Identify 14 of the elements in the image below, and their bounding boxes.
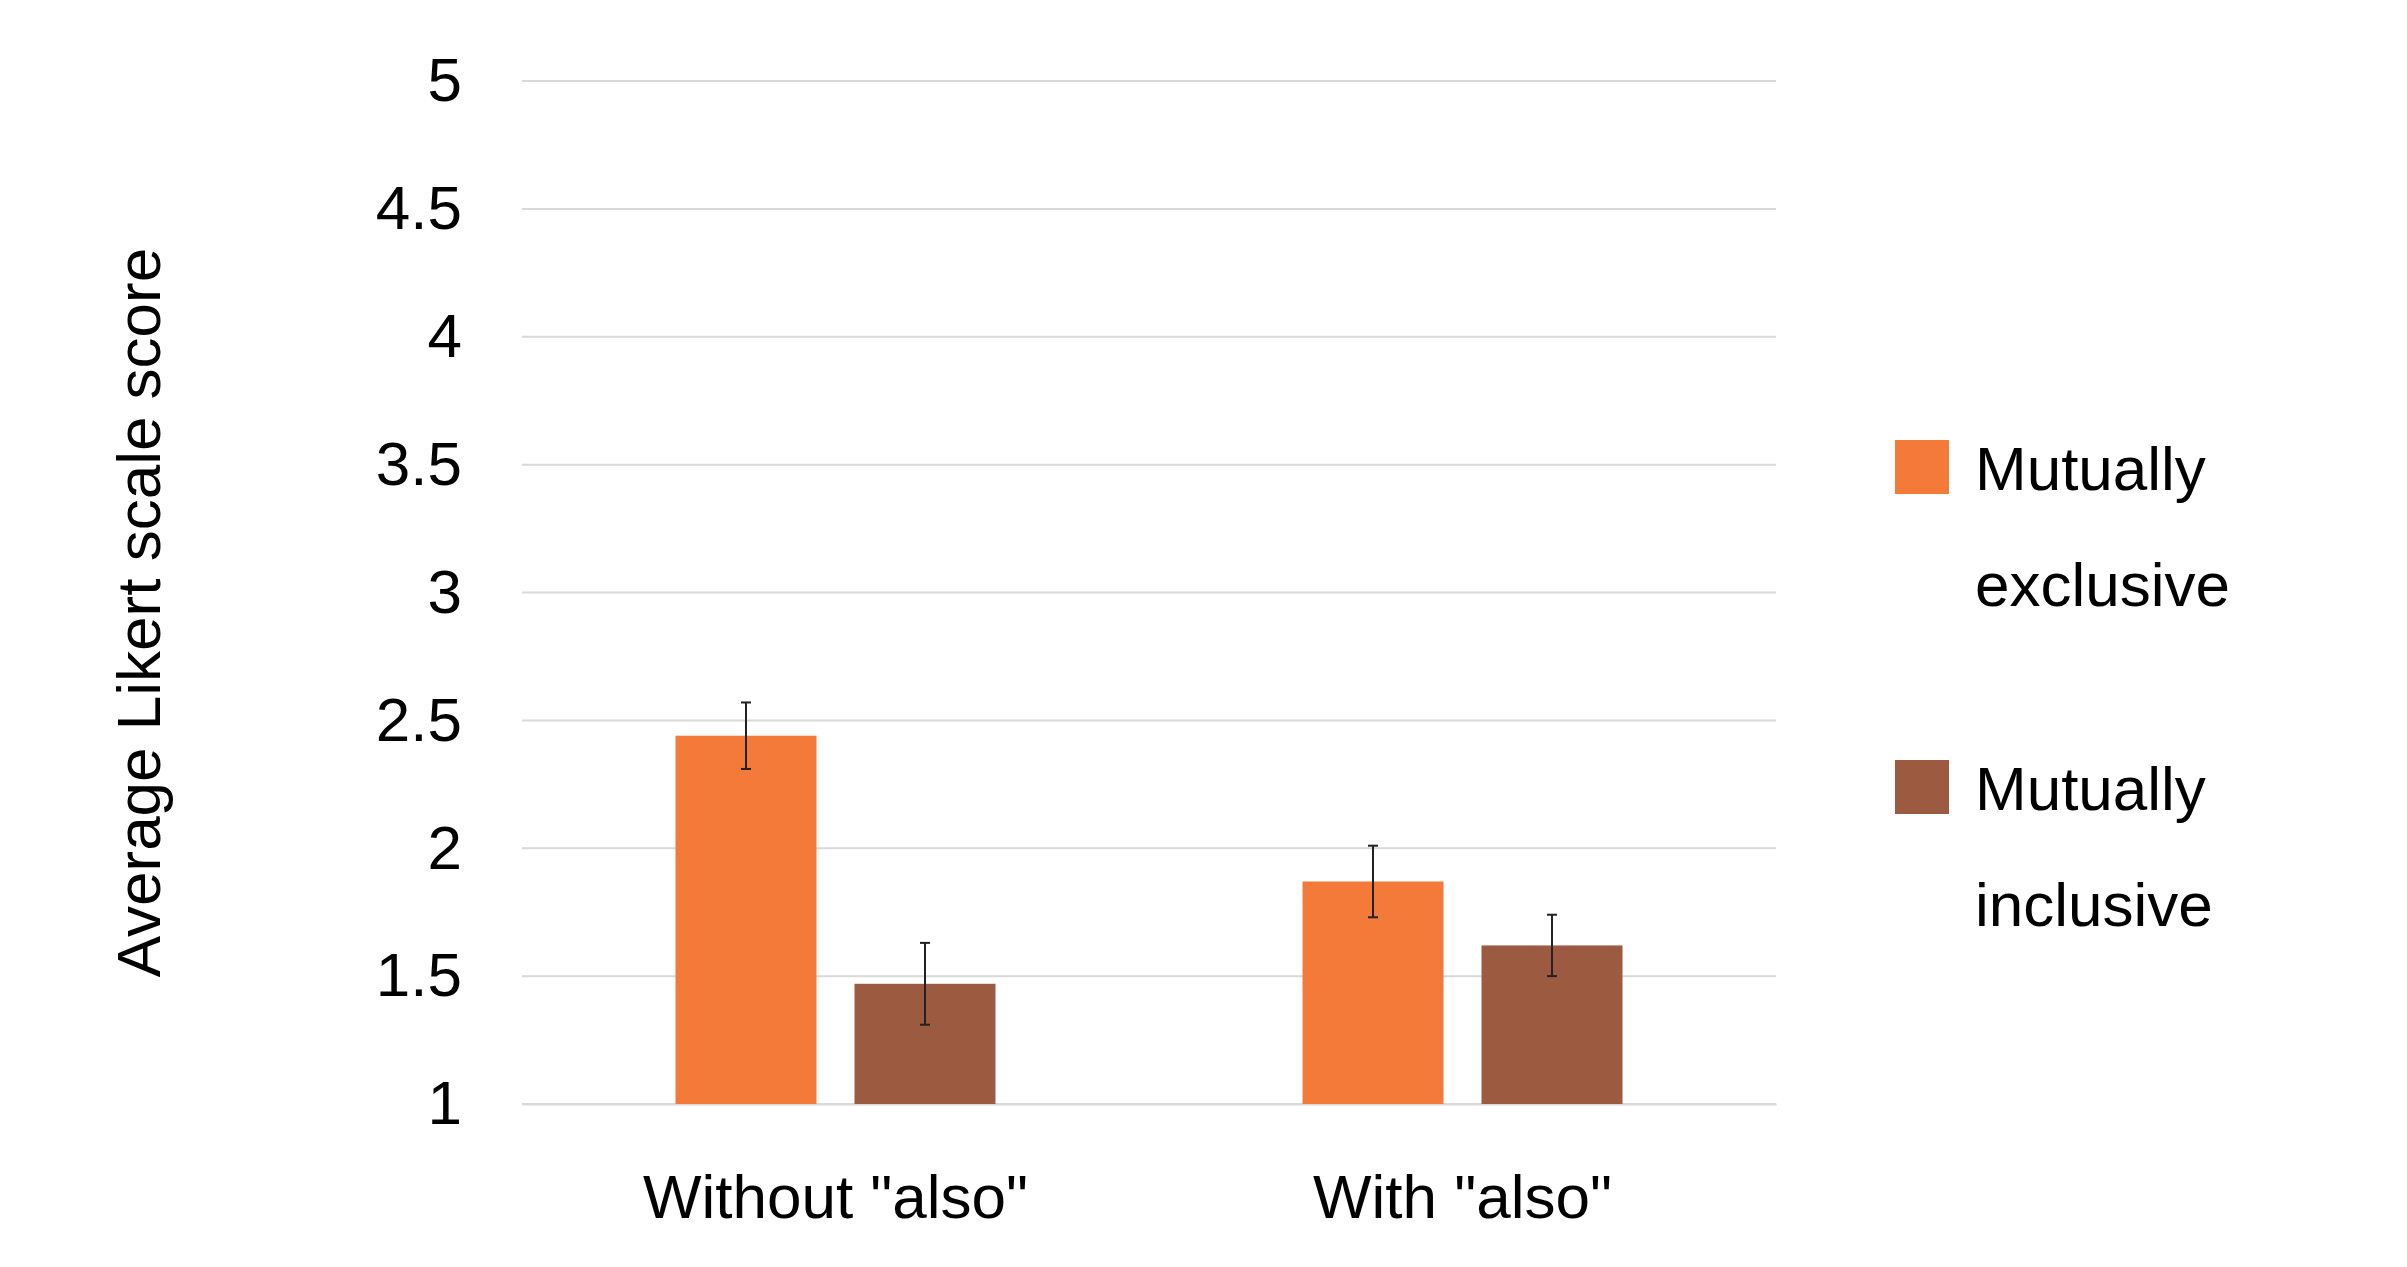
y-tick-label: 2.5 (375, 684, 462, 754)
legend-label: Mutually inclusive (1975, 754, 2213, 939)
y-tick-label: 5 (427, 45, 462, 115)
y-tick-label: 4.5 (375, 173, 462, 243)
y-tick-label: 3.5 (375, 428, 462, 498)
x-tick-label: Without "also" (642, 1162, 1029, 1232)
x-tick-label: With "also" (1313, 1162, 1612, 1232)
legend-label: Mutually exclusive (1975, 434, 2230, 619)
y-tick-label: 2 (427, 812, 462, 882)
y-axis-title: Average Likert scale score (104, 247, 173, 978)
y-tick-label: 4 (427, 301, 462, 371)
y-tick-label: 1 (427, 1068, 462, 1138)
y-tick-label: 1.5 (375, 940, 462, 1010)
y-tick-label: 3 (427, 556, 462, 626)
